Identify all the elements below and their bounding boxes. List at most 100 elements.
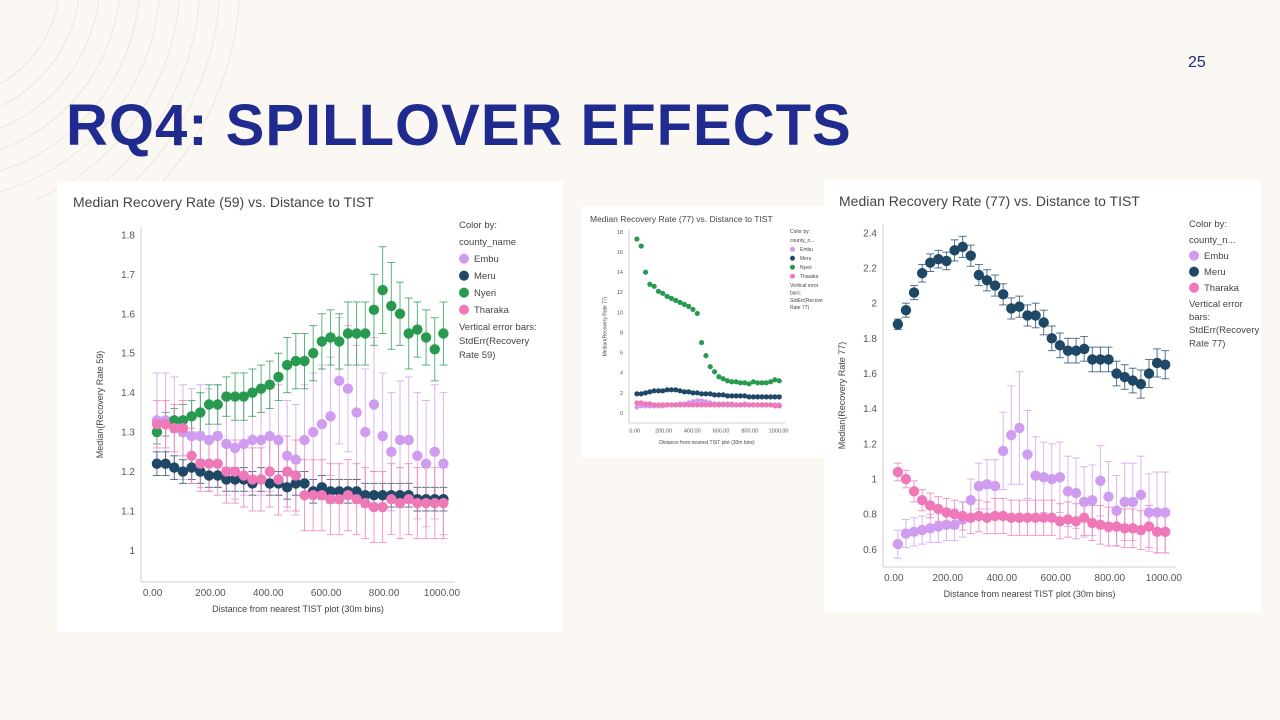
point-meru	[151, 458, 163, 469]
point-embu	[264, 430, 275, 442]
point-tharaka	[660, 402, 666, 408]
error-bar-note: StdErr(Recovery	[1189, 325, 1259, 336]
point-tharaka	[733, 402, 739, 408]
point-embu	[221, 438, 232, 450]
point-tharaka	[989, 510, 1001, 522]
point-embu	[1054, 472, 1066, 483]
point-embu	[342, 383, 354, 394]
point-embu	[334, 375, 345, 387]
point-tharaka	[360, 497, 371, 509]
point-meru	[664, 387, 670, 393]
point-meru	[1119, 371, 1130, 383]
point-tharaka	[933, 503, 944, 515]
legend-label-embu: Embu	[1204, 251, 1229, 262]
point-meru	[716, 392, 722, 398]
point-nyeri	[699, 339, 705, 346]
point-nyeri	[429, 344, 440, 355]
point-meru	[1006, 303, 1017, 314]
point-meru	[957, 241, 968, 253]
point-meru	[768, 394, 774, 400]
point-meru	[763, 394, 769, 400]
point-meru	[686, 389, 692, 395]
point-embu	[900, 528, 912, 539]
point-meru	[681, 389, 687, 395]
point-meru	[737, 393, 744, 399]
point-tharaka	[412, 497, 423, 509]
point-tharaka	[325, 493, 336, 505]
chart-title: Median Recovery Rate (77) vs. Distance t…	[590, 214, 773, 224]
point-embu	[186, 430, 197, 442]
legend-marker-tharaka	[1189, 282, 1199, 293]
point-meru	[941, 255, 952, 267]
point-nyeri	[281, 359, 293, 371]
y-tick-label: 0.8	[863, 510, 877, 521]
point-tharaka	[724, 402, 731, 408]
y-axis-label: Median(Recovery Rate 59)	[95, 351, 105, 459]
legend-label-nyeri: Nyeri	[800, 265, 812, 271]
point-tharaka	[1030, 512, 1041, 523]
y-tick-label: 8	[620, 330, 623, 336]
y-tick-label: 1.6	[863, 369, 877, 380]
point-tharaka	[334, 493, 345, 505]
point-meru	[1070, 345, 1082, 356]
point-nyeri	[642, 269, 649, 275]
y-tick-label: 1.3	[121, 428, 135, 439]
point-meru	[900, 304, 912, 316]
point-meru	[325, 486, 336, 497]
y-tick-label: 1.7	[121, 270, 135, 281]
error-bar-note: Vertical error	[790, 283, 819, 289]
y-tick-label: 1.8	[121, 230, 135, 241]
point-embu	[307, 426, 319, 438]
point-nyeri	[151, 426, 163, 438]
y-tick-label: 1	[871, 475, 877, 486]
point-tharaka	[634, 400, 640, 406]
point-meru	[673, 387, 679, 393]
legend-marker-meru	[790, 255, 795, 261]
point-tharaka	[651, 402, 657, 408]
x-tick-label: 1000.00	[769, 429, 789, 435]
y-tick-label: 16	[617, 250, 623, 256]
point-nyeri	[647, 281, 653, 287]
point-nyeri	[729, 379, 735, 385]
point-meru	[699, 391, 705, 397]
y-tick-label: 18	[617, 230, 623, 236]
point-tharaka	[281, 466, 293, 477]
point-embu	[941, 519, 952, 530]
point-meru	[973, 269, 985, 281]
point-tharaka	[221, 466, 232, 477]
point-tharaka	[403, 493, 414, 505]
point-embu	[1014, 422, 1025, 434]
point-nyeri	[394, 308, 406, 319]
point-nyeri	[177, 415, 189, 426]
y-tick-label: 1.1	[121, 507, 135, 518]
point-tharaka	[690, 402, 696, 408]
point-meru	[1054, 340, 1066, 351]
x-tick-label: 1000.00	[1146, 573, 1183, 584]
point-nyeri	[221, 391, 232, 402]
point-nyeri	[307, 348, 319, 359]
x-tick-label: 0.00	[143, 588, 163, 599]
point-tharaka	[729, 402, 735, 408]
y-tick-label: 0.6	[863, 545, 877, 556]
point-nyeri	[651, 283, 657, 289]
point-meru	[690, 390, 696, 396]
point-meru	[642, 390, 649, 396]
point-embu	[386, 446, 397, 458]
legend-marker-meru	[1189, 266, 1199, 277]
point-meru	[1062, 345, 1074, 356]
point-meru	[195, 466, 206, 477]
y-tick-label: 2	[871, 299, 877, 310]
point-tharaka	[273, 474, 284, 485]
point-tharaka	[916, 494, 928, 506]
point-tharaka	[212, 458, 223, 469]
point-embu	[299, 434, 310, 446]
point-embu	[1030, 470, 1041, 481]
point-meru	[1111, 368, 1122, 379]
point-tharaka	[377, 501, 388, 513]
point-tharaka	[438, 497, 449, 509]
point-embu	[1143, 507, 1155, 518]
x-tick-label: 200.00	[933, 573, 964, 584]
point-nyeri	[169, 415, 180, 426]
point-meru	[1030, 310, 1041, 321]
point-embu	[997, 445, 1009, 457]
